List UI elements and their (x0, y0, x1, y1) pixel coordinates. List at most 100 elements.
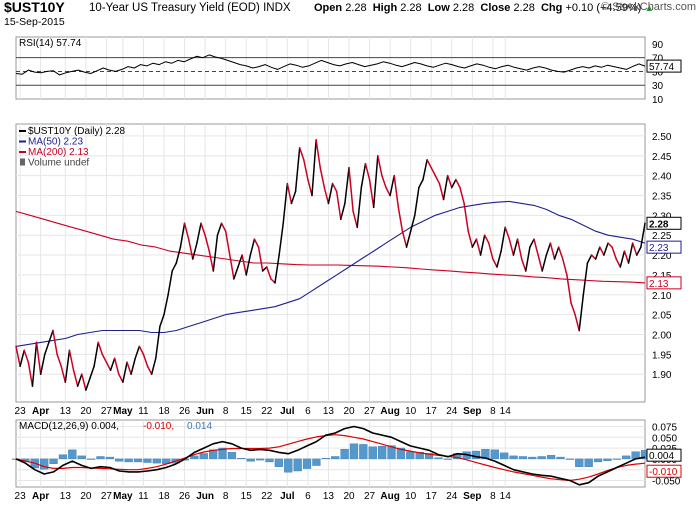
price-xlabel-15: 13 (323, 406, 335, 417)
price-seg-26 (118, 373, 124, 383)
price-xlabel-4: 27 (101, 406, 113, 417)
chg-label: Chg (540, 2, 563, 14)
macd-xlabel-20: 17 (426, 491, 438, 502)
price-seg-124 (520, 258, 527, 272)
macd-hist-bar-65 (622, 455, 631, 460)
macd-hist-bar-33 (321, 458, 330, 460)
price-seg-65 (278, 222, 284, 256)
price-xlabel-10: 8 (223, 406, 229, 417)
macd-tick-1: 0.050 (652, 433, 677, 444)
price-tick-9: 2.05 (652, 311, 672, 322)
price-seg-38 (167, 270, 173, 296)
price-seg-143 (599, 246, 605, 256)
price-seg-82 (348, 166, 354, 213)
legend-item-2: MA(200) 2.13 (28, 147, 89, 158)
price-seg-19 (89, 365, 95, 379)
watermark: © StockCharts.com (601, 1, 696, 13)
macd-hist-bar-7 (77, 455, 86, 460)
price-xlabel-3: 20 (80, 406, 92, 417)
price-tick-12: 1.90 (652, 370, 672, 381)
price-seg-53 (229, 254, 235, 280)
price-xlabel-16: 20 (343, 406, 355, 417)
legend-item-3: Volume undef (28, 158, 89, 169)
macd-xlabel-21: 24 (446, 491, 458, 502)
price-seg-54 (233, 266, 239, 280)
low-label: Low (427, 2, 450, 14)
price-seg-49 (212, 234, 219, 272)
price-seg-69 (294, 147, 301, 193)
price-seg-27 (122, 361, 128, 383)
price-xlabel-6: 11 (138, 406, 149, 417)
price-seg-62 (266, 266, 272, 280)
price-seg-23 (105, 361, 112, 371)
rsi-panel (15, 36, 646, 100)
macd-hist-bar-6 (68, 449, 77, 460)
price-seg-103 (434, 174, 441, 185)
macd-hist-bar-32 (312, 458, 321, 466)
macd-xlabel-8: 26 (179, 491, 191, 502)
macd-hist-bar-5 (58, 454, 68, 460)
macd-xlabel-7: 18 (158, 491, 170, 502)
price-seg-43 (187, 238, 194, 260)
price-seg-117 (492, 258, 498, 268)
price-seg-139 (582, 262, 589, 296)
price-seg-120 (504, 226, 511, 240)
price-seg-77 (327, 182, 334, 205)
price-seg-57 (245, 254, 252, 276)
price-seg-39 (171, 262, 178, 272)
macd-hist-bar-63 (603, 458, 612, 461)
price-seg-135 (566, 274, 572, 304)
price-seg-110 (463, 202, 469, 232)
price-seg-83 (352, 210, 358, 229)
macd-hist-bar-29 (284, 458, 293, 473)
price-seg-89 (377, 155, 383, 177)
price-xlabel-14: 6 (305, 406, 311, 417)
price-seg-134 (562, 258, 568, 276)
macd-tick-0: 0.075 (652, 422, 677, 433)
price-seg-87 (368, 178, 375, 209)
macd-hist-bar-3 (40, 458, 49, 470)
ma50-value-tag-box (646, 240, 682, 254)
price-seg-111 (467, 230, 474, 248)
macd-xlabel-14: 6 (305, 491, 311, 502)
rsi-tick-2: 50 (652, 67, 664, 78)
macd-xlabel-24: 14 (500, 491, 512, 502)
price-seg-5 (31, 341, 38, 387)
price-seg-146 (611, 246, 617, 260)
macd-xlabel-23: 8 (490, 491, 496, 502)
macd-hist-bar-61 (584, 458, 593, 467)
macd-xlabel-6: 11 (138, 491, 149, 502)
price-seg-42 (183, 222, 190, 240)
macd-value-tag-box (646, 448, 682, 462)
macd-hist-bar-58 (556, 456, 565, 460)
price-seg-11 (56, 353, 62, 368)
price-xlabel-1: Apr (32, 406, 49, 417)
up-arrow-icon: ▲ (644, 3, 655, 14)
price-xlabel-21: 24 (446, 406, 458, 417)
macd-xlabel-19: 10 (405, 491, 417, 502)
price-seg-118 (496, 250, 502, 268)
price-tick-11: 1.95 (652, 350, 672, 361)
price-seg-25 (113, 357, 120, 375)
macd-hist-bar-9 (96, 456, 105, 460)
macd-hist-bar-27 (265, 458, 274, 463)
price-seg-76 (323, 186, 330, 205)
price-seg-60 (257, 246, 264, 272)
price-seg-138 (578, 294, 585, 332)
price-seg-136 (570, 301, 576, 316)
signal-value-tag: -0.010 (649, 467, 678, 478)
price-seg-95 (401, 230, 408, 248)
price-seg-3 (23, 349, 30, 364)
macd-hist-bar-30 (293, 458, 302, 472)
price-seg-15 (72, 369, 79, 387)
open-label: Open (314, 2, 343, 14)
macd-hist-bar-31 (302, 458, 312, 469)
price-seg-105 (442, 174, 449, 201)
price-seg-71 (303, 158, 309, 181)
price-seg-88 (372, 155, 379, 209)
macd-hist-bar-59 (565, 458, 575, 460)
macd-hist-bar-43 (415, 452, 424, 460)
price-seg-92 (389, 174, 395, 197)
macd-value-tag: 0.004 (649, 451, 674, 462)
